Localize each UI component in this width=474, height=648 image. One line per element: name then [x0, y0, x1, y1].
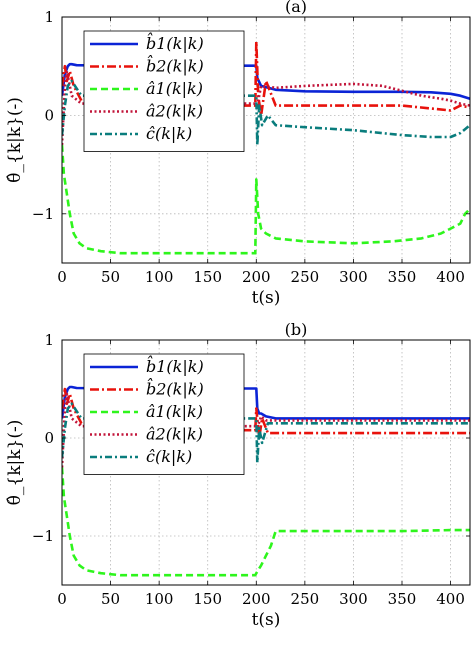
legend-label-1: b̂2(k|k): [146, 55, 204, 75]
series-line-3: [62, 69, 470, 145]
y-tick-label: 1: [44, 331, 54, 349]
plot-frame: [61, 339, 471, 586]
series-line-1: [62, 40, 470, 117]
legend: b̂1(k|k)b̂2(k|k) â1(k|k) â2(k|k) ĉ(k|k): [83, 353, 245, 475]
x-tick-label: 100: [145, 268, 174, 286]
series-line-4: [62, 79, 470, 147]
y-tick-label: −1: [32, 205, 54, 223]
y-axis-label: θ̂_{k|k}(-): [5, 97, 25, 183]
y-axis-label: θ̂_{k|k}(-): [5, 420, 25, 506]
x-axis-label: t(s): [252, 610, 281, 630]
series-line-0: [62, 385, 470, 420]
legend-label-4: ĉ(k|k): [146, 447, 192, 466]
series-line-2: [62, 467, 470, 577]
x-tick-label: 300: [339, 590, 368, 608]
x-tick-label: 350: [388, 268, 417, 286]
y-tick-label: 0: [44, 429, 54, 447]
y-tick-label: −1: [32, 527, 54, 545]
x-tick-label: 50: [101, 590, 120, 608]
x-tick-label: 0: [57, 268, 67, 286]
legend-box: [83, 30, 245, 152]
plot-frame: [61, 16, 471, 264]
legend-label-0: b̂1(k|k): [146, 33, 204, 53]
legend: b̂1(k|k)b̂2(k|k) â1(k|k) â2(k|k) ĉ(k|k): [83, 30, 245, 152]
x-tick-label: 200: [242, 590, 271, 608]
panel-1: 0 50 100 150 200 250 300 350 400 −1 0 1 (b) t(s) θ̂_{k…: [5, 320, 471, 630]
x-tick-label: 250: [291, 268, 320, 286]
y-tick-label: 1: [44, 8, 54, 26]
x-axis-label: t(s): [252, 288, 281, 308]
series-line-2: [62, 144, 470, 255]
y-tick-label: 0: [44, 106, 54, 124]
x-tick-label: 350: [388, 590, 417, 608]
x-tick-label: 250: [291, 590, 320, 608]
legend-label-3: â2(k|k): [146, 102, 203, 121]
x-tick-label: 100: [145, 590, 174, 608]
legend-label-1: b̂2(k|k): [146, 378, 204, 398]
legend-box: [83, 353, 245, 475]
x-tick-label: 300: [339, 268, 368, 286]
chart-title: (b): [285, 320, 308, 339]
legend-label-2: â1(k|k): [146, 79, 203, 98]
legend-label-4: ĉ(k|k): [146, 124, 192, 143]
x-tick-label: 150: [193, 268, 222, 286]
legend-label-0: b̂1(k|k): [146, 356, 204, 376]
legend-label-3: â2(k|k): [146, 425, 203, 444]
series-line-4: [62, 402, 470, 464]
chart-title: (a): [285, 0, 307, 16]
panel-0: 0 50 100 150 200 250 300 350 400 −1 0 1 (a) t(s) θ̂_{k…: [5, 0, 471, 308]
x-tick-label: 150: [193, 590, 222, 608]
legend-label-2: â1(k|k): [146, 402, 203, 421]
x-tick-label: 400: [436, 268, 465, 286]
x-tick-label: 400: [436, 590, 465, 608]
x-tick-label: 0: [57, 590, 67, 608]
x-tick-label: 50: [101, 268, 120, 286]
x-tick-label: 200: [242, 268, 271, 286]
